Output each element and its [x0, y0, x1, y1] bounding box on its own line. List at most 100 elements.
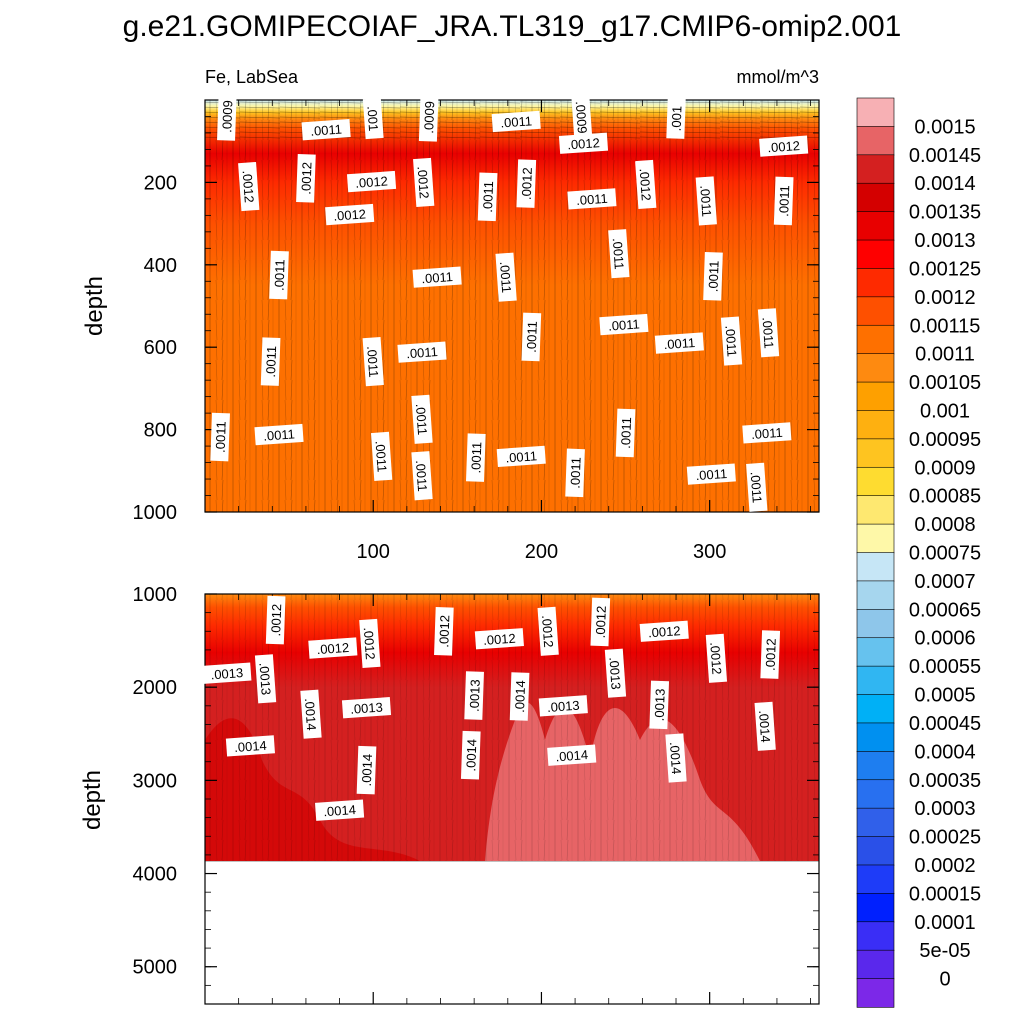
lower-contour-label-text: .0012 — [539, 615, 556, 649]
upper-contour-label-text: .0011 — [271, 259, 287, 291]
upper-contour-label-box — [362, 337, 384, 387]
lower-contour-label-text: .0013 — [256, 662, 273, 696]
upper-contour-label: .0011 — [521, 312, 542, 362]
colorbar-label: 0.0009 — [914, 457, 975, 479]
colorbar-swatch — [856, 580, 895, 611]
upper-contour-label-box — [742, 422, 792, 444]
upper-contour-label: .0011 — [599, 313, 649, 336]
upper-contour-label-text: .0009 — [219, 100, 235, 133]
colorbar-swatch — [856, 807, 895, 838]
upper-contour-label-box — [254, 423, 304, 446]
lower-contour-label: .0012 — [434, 606, 454, 656]
lower-contour-label: .0012 — [705, 633, 728, 683]
lower-contour-label-box — [254, 654, 277, 704]
upper-contour-label-text: .0011 — [213, 421, 229, 453]
colorbar-swatch — [856, 154, 895, 184]
lower-panel: depth 1000 2000 3000 4000 5000 .0012 .0012 .00… — [79, 584, 820, 1005]
lower-contour-label: .0014 — [225, 735, 275, 757]
upper-contour-label-text: .0011 — [608, 316, 641, 333]
colorbar-swatch — [856, 438, 895, 468]
lower-y-tick-label: 3000 — [133, 770, 178, 792]
colorbar-label: 0.00025 — [909, 827, 981, 849]
lower-contour-label: .0014 — [754, 701, 776, 751]
upper-contour-label-text: .0011 — [705, 260, 721, 292]
upper-contour-label-box — [418, 93, 439, 142]
upper-contour-label: .001 — [666, 98, 686, 139]
colorbar-swatch — [856, 893, 895, 923]
lower-contour-label-text: .0012 — [268, 604, 284, 637]
upper-contour-label: .0011 — [695, 176, 717, 226]
upper-contour-label-text: .0009 — [421, 101, 437, 134]
upper-contour-label: .0011 — [495, 252, 517, 302]
colorbar-swatch — [856, 523, 895, 554]
upper-contour-label-text: .0012 — [415, 166, 432, 200]
colorbar-label: 0.00135 — [909, 202, 981, 224]
colorbar-swatch — [856, 921, 895, 951]
upper-contour-label-text: .001 — [669, 106, 685, 132]
upper-contour-label-text: .0011 — [468, 442, 484, 474]
upper-panel: Fe, LabSea mmol/m^3 depth 200 400 600 800 10… — [81, 67, 820, 563]
colorbar-swatch — [856, 665, 895, 696]
upper-contour-label-text: .0011 — [751, 425, 784, 442]
upper-contour-label: .0012 — [558, 132, 609, 154]
lower-y-tick-label: 5000 — [133, 957, 178, 979]
lower-contour-label-box — [754, 701, 776, 751]
lower-contour-label-text: .0014 — [667, 741, 684, 775]
upper-contour-label: .001 — [362, 97, 384, 140]
upper-contour-label-box — [217, 92, 237, 141]
lower-contour-label-text: .0012 — [593, 605, 609, 638]
upper-contour-label: .0012 — [413, 157, 435, 207]
upper-contour-label-text: .0012 — [298, 162, 314, 195]
colorbar-label: 0.00035 — [909, 770, 981, 792]
lower-contour-label-box — [300, 689, 322, 739]
lower-contour-label-text: .0013 — [652, 688, 668, 721]
upper-contour-label-box — [666, 98, 686, 139]
upper-contour-label-text: .0011 — [480, 181, 496, 213]
lower-contour-label-text: .0012 — [316, 640, 350, 657]
colorbar-swatch — [856, 126, 895, 156]
upper-contour-label-box — [260, 337, 281, 386]
colorbar-swatch — [856, 211, 895, 241]
upper-contour-label-text: .001 — [364, 105, 381, 131]
upper-contour-label-text: .0011 — [663, 335, 696, 352]
colorbar-label: 0.00105 — [909, 372, 981, 394]
upper-contour-label-box — [370, 431, 393, 481]
upper-contour-label: .0011 — [210, 412, 230, 462]
upper-contour-label-box — [703, 252, 723, 301]
upper-y-tick-label: 800 — [144, 420, 177, 442]
colorbar-swatch — [856, 864, 895, 895]
upper-contour-label-text: .0012 — [637, 168, 654, 202]
lower-contour-label-box — [649, 680, 670, 730]
upper-contour-label-text: .0011 — [263, 426, 296, 443]
upper-x-tick-label: 100 — [357, 541, 390, 563]
colorbar-label: 0.00085 — [909, 486, 981, 508]
upper-contour-label-box — [301, 119, 351, 141]
lower-y-tick-label: 2000 — [133, 677, 178, 699]
lower-contour-label: .0014 — [509, 672, 530, 721]
lower-contour-label: .0014 — [460, 730, 481, 780]
lower-y-tick-label: 4000 — [133, 864, 178, 886]
lower-contour-label-box — [341, 697, 392, 719]
units-label: mmol/m^3 — [737, 67, 819, 87]
colorbar-label: 0.00045 — [909, 713, 981, 735]
variable-label: Fe, LabSea — [205, 67, 299, 87]
upper-contour-label: .0009 — [418, 93, 439, 142]
colorbar-label: 0.00015 — [909, 883, 981, 905]
lower-contour-label-box — [464, 671, 484, 720]
upper-contour-label: .0011 — [608, 229, 630, 279]
lower-y-axis-label: depth — [79, 770, 106, 830]
lower-contour-label: .0014 — [300, 689, 322, 739]
lower-contour-label: .0014 — [665, 733, 687, 783]
lower-contour-label-box — [537, 606, 559, 656]
upper-contour-label: .0011 — [397, 341, 447, 363]
lower-contour-label: .0012 — [308, 637, 358, 659]
upper-contour-label-box — [567, 188, 617, 210]
upper-contour-label: .0012 — [325, 203, 375, 226]
upper-contour-label-box — [521, 312, 542, 362]
lower-contour-label-text: .0014 — [323, 802, 357, 819]
upper-contour-label-text: .0011 — [373, 440, 390, 473]
lower-contour-label-box — [474, 628, 524, 650]
lower-contour-label-text: .0014 — [555, 747, 589, 764]
upper-contour-label: .0012 — [635, 159, 657, 210]
